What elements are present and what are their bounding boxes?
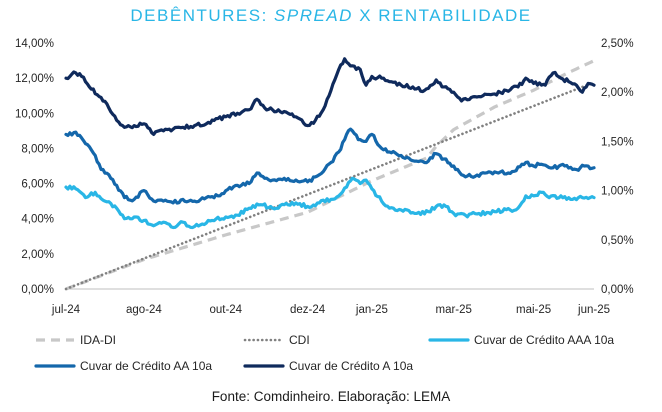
chart-title: DEBÊNTURES: SPREAD X RENTABILIDADE (0, 6, 662, 26)
y-right-tick-label: 0,00% (601, 284, 634, 296)
legend-label: Cuvar de Crédito AA 10a (80, 359, 212, 373)
y-right-tick-label: 2,00% (601, 87, 634, 99)
series-layer (64, 57, 596, 291)
x-tick-label: out-24 (209, 304, 242, 316)
series-line-cuvar-de-cr-dito-aaa-10a (64, 176, 596, 230)
legend-label: Cuvar de Crédito AAA 10a (474, 333, 614, 347)
y-left-tick-label: 0,00% (21, 284, 54, 296)
title-part-2: X RENTABILIDADE (352, 6, 532, 25)
x-tick-label: jul-24 (51, 304, 81, 316)
x-tick-label: jun-25 (577, 304, 610, 316)
y-left-tick-label: 4,00% (21, 214, 54, 226)
title-part-1: DEBÊNTURES: (130, 6, 275, 25)
series-line-cuvar-de-cr-dito-a-10a (64, 57, 596, 136)
x-tick-label: dez-24 (290, 304, 326, 316)
legend-label: Cuvar de Crédito A 10a (289, 359, 413, 373)
legend-label: IDA-DI (80, 333, 116, 347)
title-part-italic: SPREAD (274, 6, 353, 25)
y-left-tick-label: 2,00% (21, 249, 54, 261)
y-left-tick-label: 12,00% (15, 73, 54, 85)
x-tick-label: mar-25 (436, 304, 472, 316)
y-right-tick-label: 1,00% (601, 186, 634, 198)
y-right-tick-label: 0,50% (601, 235, 634, 247)
source-note: Fonte: Comdinheiro. Elaboração: LEMA (211, 389, 451, 404)
x-tick-label: ago-24 (126, 304, 162, 316)
legend: IDA-DI CDI Cuvar de Crédito AAA 10a Cuvar d… (34, 333, 614, 373)
series-line-cuvar-de-cr-dito-aa-10a (64, 127, 596, 205)
axis-layer: 0,00% 2,00% 4,00% 6,00% 8,00% 10,00% 12,00% 14,… (15, 38, 634, 316)
y-right-tick-label: 2,50% (601, 38, 634, 50)
y-left-tick-label: 6,00% (21, 179, 54, 191)
y-left-tick-label: 14,00% (15, 38, 54, 50)
x-tick-label: mai-25 (516, 304, 551, 316)
legend-label: CDI (289, 333, 310, 347)
y-right-tick-label: 1,50% (601, 136, 634, 148)
series-line-cdi (64, 81, 596, 291)
y-left-tick-label: 8,00% (21, 143, 54, 155)
x-tick-label: jan-25 (355, 304, 388, 316)
y-left-tick-label: 10,00% (15, 108, 54, 120)
